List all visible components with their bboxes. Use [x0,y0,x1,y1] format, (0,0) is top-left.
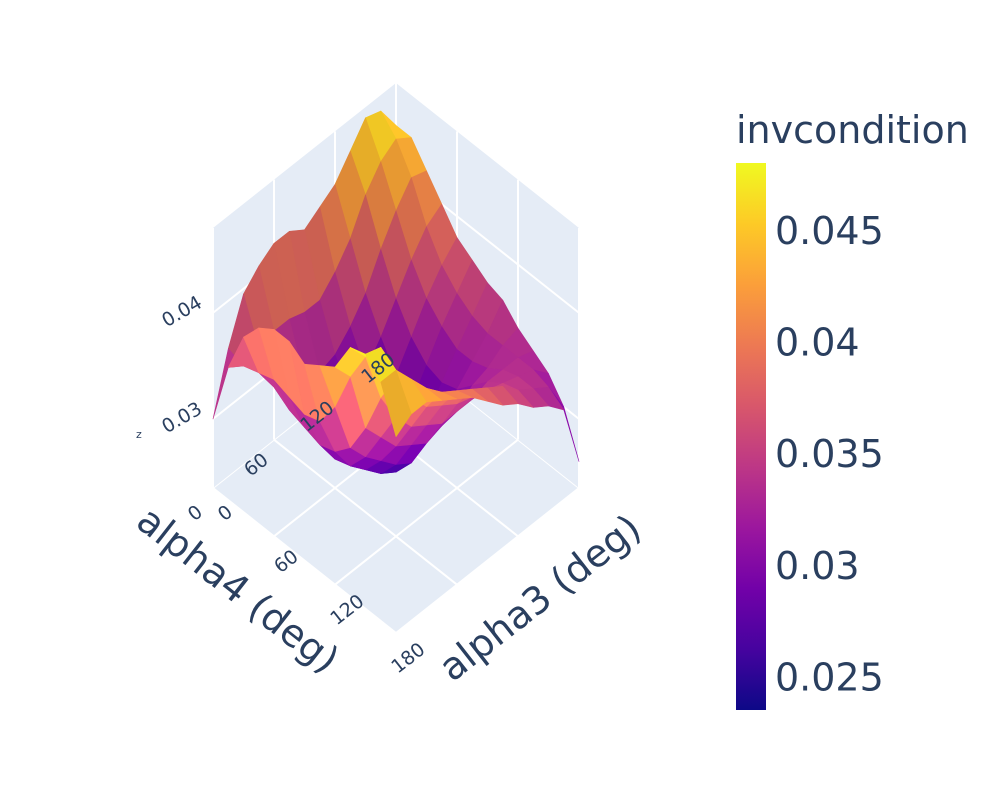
grid-line [212,487,397,634]
z-axis-title: z [136,428,142,441]
grid-line [334,438,519,586]
colorbar-tick-label: 0.04 [775,321,860,365]
grid-line [273,438,458,586]
colorbar-tick-label: 0.025 [775,656,884,700]
colorbar-tick-label: 0.03 [775,544,860,588]
z-tick-label: 0.03 [158,398,206,438]
colorbar-title: invcondition [736,108,969,152]
colorbar-gradient [736,163,766,710]
surface-patch [380,369,412,438]
z-tick-label: 0.04 [158,292,206,332]
colorbar-tick-label: 0.035 [775,432,884,476]
grid-line [395,487,580,634]
colorbar-ticks: 0.025 0.03 0.035 0.04 0.045 [775,209,884,700]
surface-mesh [212,110,580,474]
alpha3-tick-label: 180 [387,638,429,678]
colorbar: invcondition 0.025 0.03 0.035 0.04 0.045 [736,108,969,710]
colorbar-tick-label: 0.045 [775,209,884,253]
